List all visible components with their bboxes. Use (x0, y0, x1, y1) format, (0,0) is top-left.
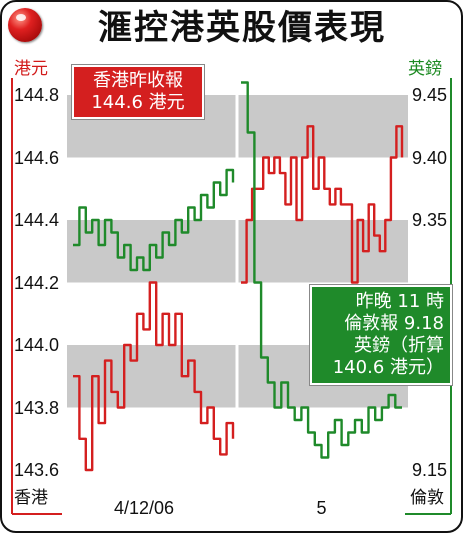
hk-series-line-1 (73, 281, 235, 472)
hk-series-line-2 (241, 125, 404, 284)
x-tick-label: 4/12/06 (114, 498, 175, 518)
london-close-callout: 昨晚 11 時倫敦報 9.18 英鎊（折算 140.6 港元） (309, 284, 453, 386)
right-tick-label: 9.15 (412, 460, 448, 480)
left-axis-unit: 港元 (14, 59, 48, 79)
red-ball-icon (8, 8, 42, 42)
hk-close-line: 144.6 港元 (91, 92, 185, 113)
left-tick-label: 144.2 (14, 272, 60, 293)
right-tick-label: 9.45 (412, 85, 448, 105)
london-series-line-1 (73, 168, 235, 272)
london-close-line: 倫敦報 9.18 (344, 313, 444, 334)
hk-close-callout: 香港昨收報 144.6 港元 (71, 64, 205, 120)
x-tick-label: 5 (316, 498, 327, 518)
london-close-line: 140.6 港元） (332, 357, 444, 378)
left-tick-label: 143.8 (14, 397, 60, 418)
hk-close-line: 香港昨收報 (93, 70, 183, 91)
london-close-line: 英鎊（折算 (354, 335, 444, 356)
london-series-line-2 (241, 81, 402, 459)
left-tick-label: 144.0 (14, 335, 60, 355)
left-tick-label: 144.6 (14, 147, 60, 168)
chart-title: 滙控港英股價表現 (98, 8, 386, 48)
right-tick-label: 9.35 (412, 210, 448, 230)
left-tick-label: 144.4 (14, 210, 60, 230)
left-footer-label: 香港 (14, 488, 48, 508)
london-close-line: 昨晚 11 時 (355, 291, 444, 312)
right-axis-unit: 英鎊 (408, 59, 442, 79)
right-footer-label: 倫敦 (410, 488, 444, 508)
left-tick-label: 143.6 (14, 460, 60, 480)
left-tick-label: 144.8 (14, 85, 60, 105)
right-tick-label: 9.40 (412, 147, 448, 168)
